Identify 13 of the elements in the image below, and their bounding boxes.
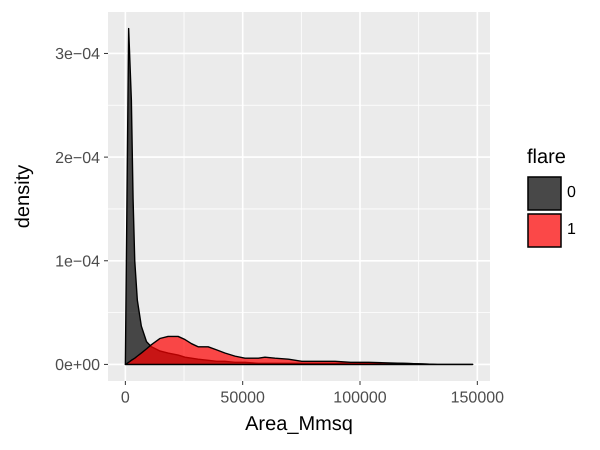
y-tick-label: 1e−04 (55, 253, 100, 270)
y-tick-label: 0e+00 (55, 357, 100, 374)
x-tick-label: 150000 (450, 389, 504, 406)
legend-label: 1 (567, 221, 576, 239)
x-tick-label: 50000 (220, 389, 266, 406)
x-tick-label: 0 (120, 389, 130, 406)
x-tick-label: 100000 (333, 389, 387, 406)
y-tick-label: 3e−04 (55, 46, 100, 64)
y-tick-label: 2e−04 (55, 150, 100, 167)
legend-title: flare (527, 146, 567, 168)
y-axis-title: density (12, 164, 34, 228)
x-axis-title: Area_Mmsq (245, 413, 353, 435)
legend-label: 0 (567, 184, 576, 202)
